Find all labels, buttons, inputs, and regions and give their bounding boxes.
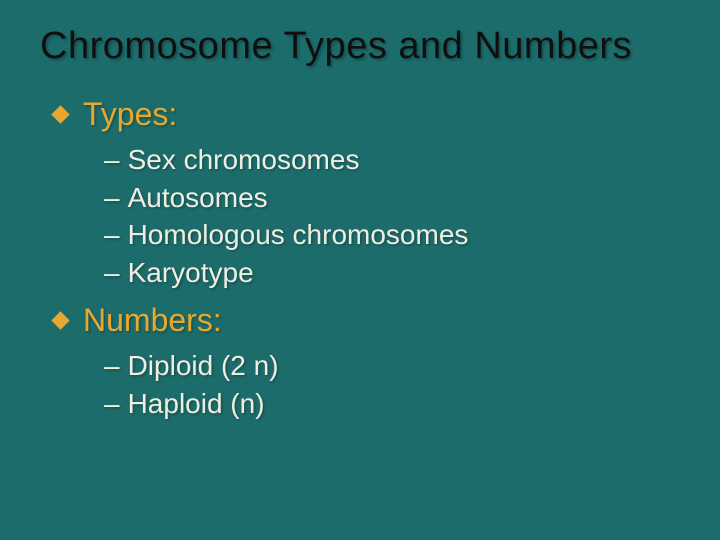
section-numbers: Numbers: – Diploid (2 n) – Haploid (n) xyxy=(54,302,680,423)
section-header-label: Numbers: xyxy=(83,302,222,339)
list-item-label: Homologous chromosomes xyxy=(128,216,469,254)
list-item-label: Diploid (2 n) xyxy=(128,347,279,385)
sub-list-types: – Sex chromosomes – Autosomes – Homologo… xyxy=(104,141,680,292)
section-types: Types: – Sex chromosomes – Autosomes – H… xyxy=(54,96,680,292)
list-item: – Karyotype xyxy=(104,254,680,292)
list-item: – Diploid (2 n) xyxy=(104,347,680,385)
list-item-label: Sex chromosomes xyxy=(128,141,360,179)
list-item-label: Autosomes xyxy=(128,179,268,217)
list-item-label: Haploid (n) xyxy=(128,385,265,423)
dash-icon: – xyxy=(104,141,120,179)
dash-icon: – xyxy=(104,385,120,423)
slide-title: Chromosome Types and Numbers xyxy=(40,26,680,68)
diamond-bullet-icon xyxy=(51,311,69,329)
list-item: – Homologous chromosomes xyxy=(104,216,680,254)
dash-icon: – xyxy=(104,347,120,385)
list-item: – Sex chromosomes xyxy=(104,141,680,179)
dash-icon: – xyxy=(104,179,120,217)
list-item: – Autosomes xyxy=(104,179,680,217)
sub-list-numbers: – Diploid (2 n) – Haploid (n) xyxy=(104,347,680,423)
section-header-numbers: Numbers: xyxy=(54,302,680,339)
dash-icon: – xyxy=(104,254,120,292)
dash-icon: – xyxy=(104,216,120,254)
section-header-label: Types: xyxy=(83,96,177,133)
section-header-types: Types: xyxy=(54,96,680,133)
list-item: – Haploid (n) xyxy=(104,385,680,423)
slide: Chromosome Types and Numbers Types: – Se… xyxy=(0,0,720,540)
diamond-bullet-icon xyxy=(51,105,69,123)
list-item-label: Karyotype xyxy=(128,254,254,292)
